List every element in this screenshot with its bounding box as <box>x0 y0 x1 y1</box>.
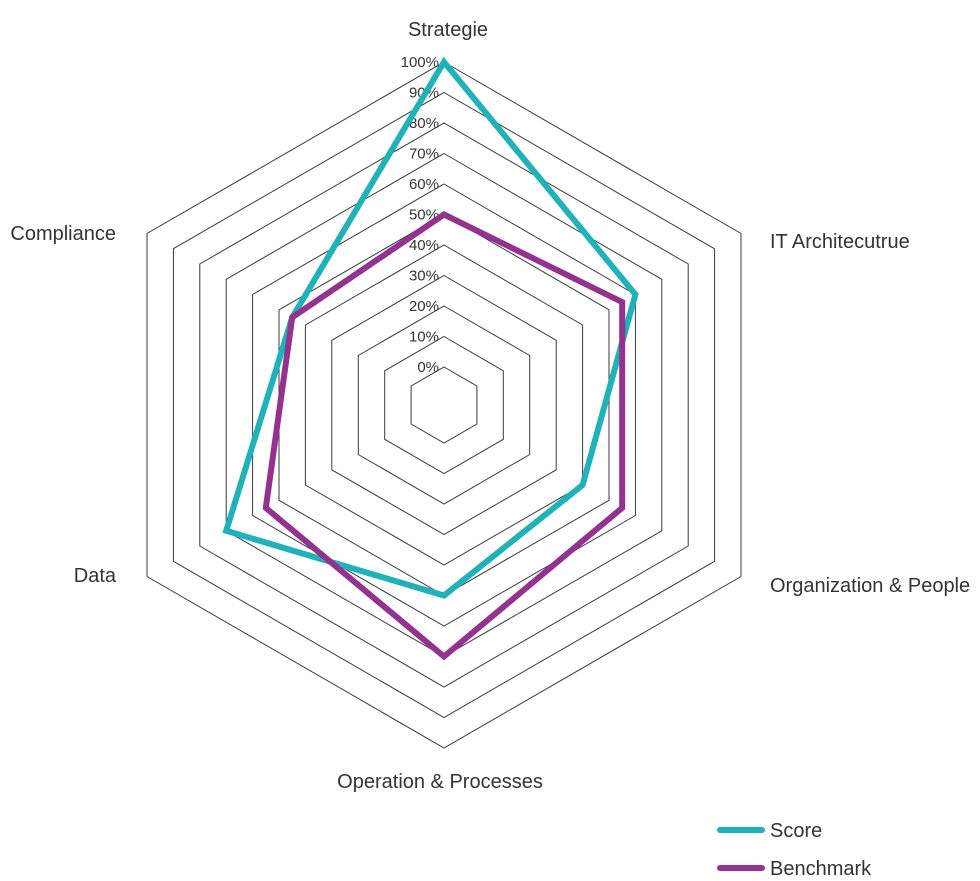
tick-label-1: 10% <box>409 329 439 346</box>
category-label-it-architecture: IT Architecutrue <box>770 231 910 253</box>
tick-label-2: 20% <box>409 298 439 315</box>
category-labels: Strategie IT Architecutrue Organization … <box>10 19 970 793</box>
grid-ring-8 <box>199 122 689 688</box>
category-label-strategie: Strategie <box>408 19 488 41</box>
radar-grid <box>146 61 742 749</box>
radar-series <box>222 56 639 661</box>
grid-ring-2 <box>357 305 531 505</box>
tick-label-10: 100% <box>401 54 439 71</box>
grid-ring-4 <box>304 244 584 566</box>
tick-label-4: 40% <box>409 237 439 254</box>
category-label-data: Data <box>74 565 117 587</box>
tick-label-6: 60% <box>409 176 439 193</box>
category-label-operation-processes: Operation & Processes <box>337 771 543 793</box>
grid-ring-10 <box>146 61 742 749</box>
grid-ring-1 <box>384 335 504 475</box>
tick-label-8: 80% <box>409 115 439 132</box>
tick-label-0: 0% <box>417 359 439 376</box>
grid-ring-3 <box>331 274 557 536</box>
grid-ring-6 <box>252 183 636 627</box>
tick-label-7: 70% <box>409 146 439 163</box>
tick-label-5: 50% <box>409 207 439 224</box>
legend-label-benchmark: Benchmark <box>770 858 872 880</box>
legend-item-benchmark: Benchmark <box>717 858 872 880</box>
legend: Score Benchmark <box>717 820 872 880</box>
category-label-organization-people: Organization & People <box>770 575 970 597</box>
category-label-compliance: Compliance <box>10 223 116 245</box>
radar-tick-labels: 0%10%20%30%40%50%60%70%80%90%100% <box>401 54 439 376</box>
grid-ring-0 <box>410 366 478 444</box>
series-line-benchmark <box>262 211 626 661</box>
tick-label-3: 30% <box>409 268 439 285</box>
grid-ring-7 <box>225 152 663 658</box>
grid-ring-9 <box>172 91 716 719</box>
legend-item-score: Score <box>717 820 822 842</box>
legend-label-score: Score <box>770 820 822 842</box>
